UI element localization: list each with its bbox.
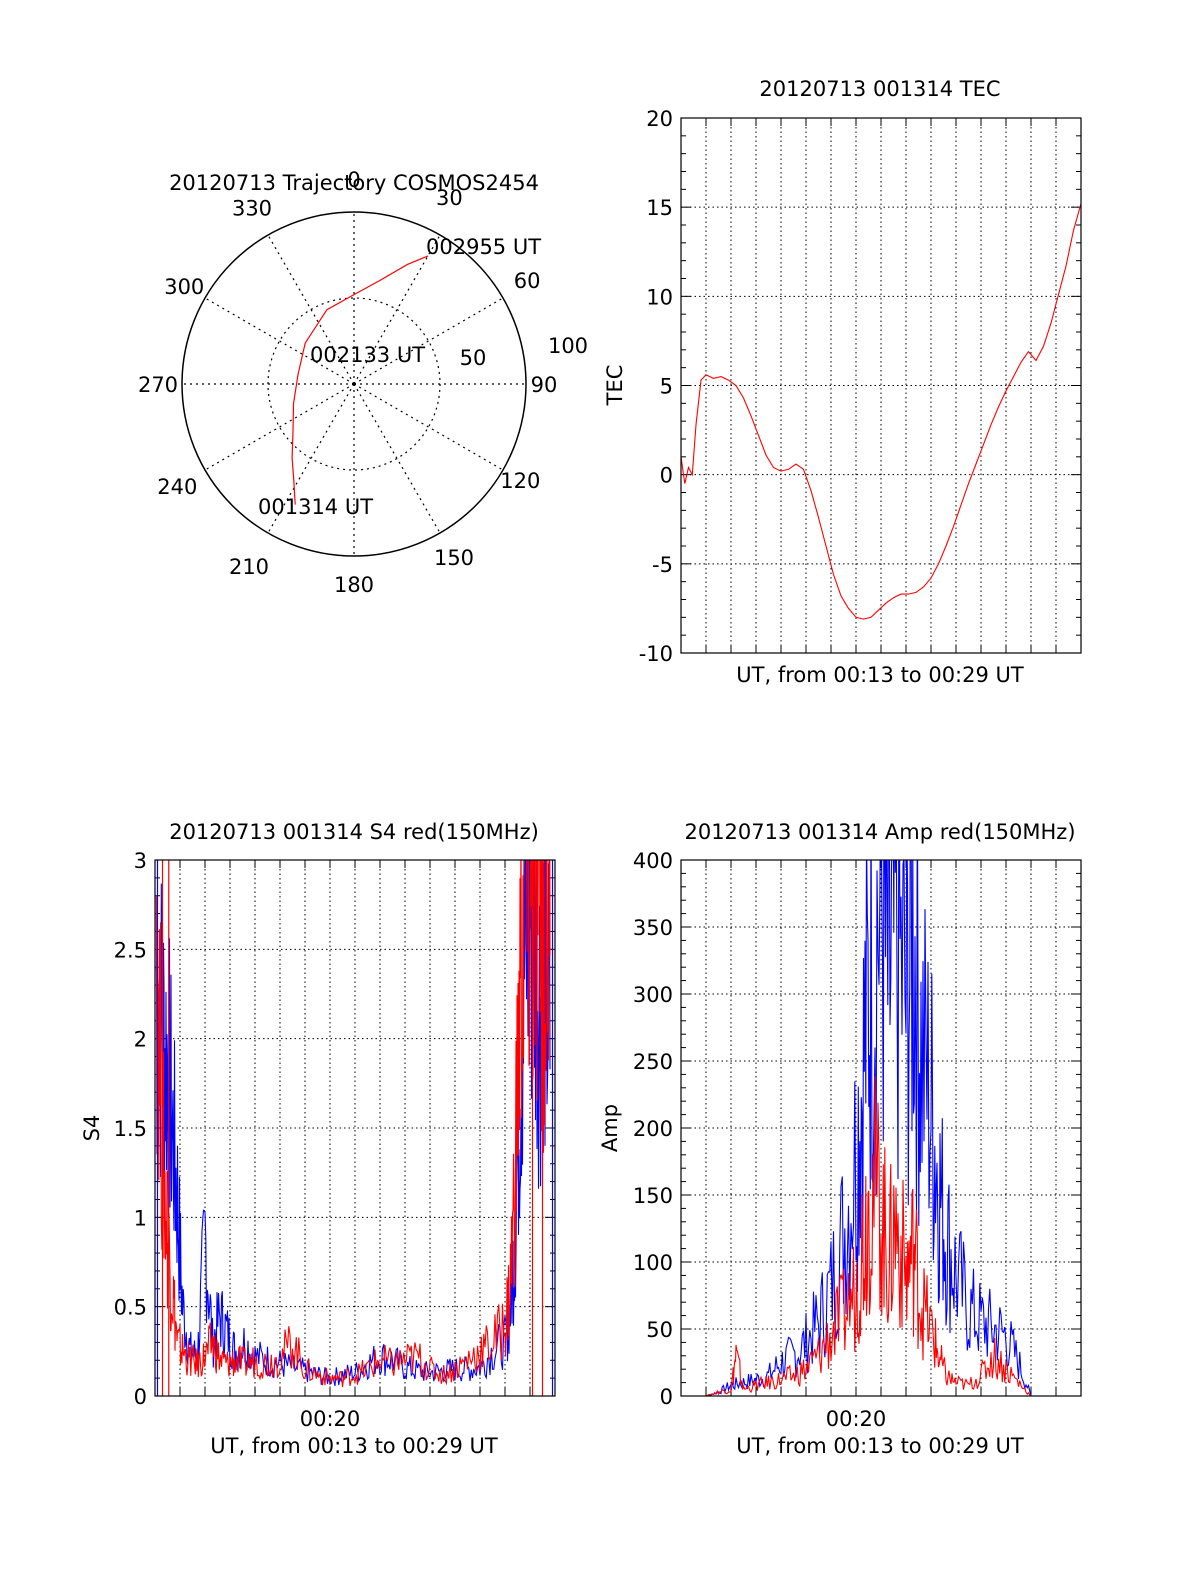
polar-angle-label: 330	[232, 196, 272, 220]
tec-ylabel: TEC	[603, 365, 627, 407]
polar-spoke	[204, 383, 355, 471]
amp-ytick-label: 300	[633, 983, 673, 1007]
polar-radius-label: 50	[460, 346, 487, 370]
amp-ytick-label: 50	[646, 1318, 673, 1342]
s4-ytick-label: 1	[134, 1206, 147, 1230]
polar-angle-label: 300	[164, 275, 204, 299]
polar-title: 20120713 Trajectory COSMOS2454	[169, 171, 539, 195]
polar-spoke	[353, 383, 441, 534]
amp-panel: 20120713 001314 Amp red(150MHz) UT, from…	[598, 820, 1082, 1458]
polar-angle-label: 240	[157, 475, 197, 499]
polar-radius-label: 100	[548, 334, 588, 358]
polar-annotation: 002133 UT	[310, 343, 425, 367]
polar-angle-label: 120	[500, 469, 540, 493]
s4-series-line	[155, 860, 551, 1388]
polar-spoke	[353, 383, 504, 471]
tec-title: 20120713 001314 TEC	[759, 77, 1000, 101]
amp-ytick-label: 250	[633, 1050, 673, 1074]
polar-trajectory-panel: 20120713 Trajectory COSMOS2454 0 30 60 90 12…	[138, 168, 588, 597]
amp-frame	[680, 859, 1082, 1397]
polar-angle-label: 30	[436, 186, 463, 210]
amp-ylabel: Amp	[598, 1104, 622, 1152]
amp-ytick-label: 400	[633, 849, 673, 873]
polar-spoke	[267, 383, 355, 534]
amp-series-line	[681, 1076, 1081, 1396]
s4-xlabel: UT, from 00:13 to 00:29 UT	[210, 1434, 498, 1458]
polar-trajectory-line	[291, 255, 429, 505]
polar-annotation: 001314 UT	[258, 495, 373, 519]
polar-angle-label: 150	[434, 546, 474, 570]
amp-ytick-label: 100	[633, 1251, 673, 1275]
s4-ytick-label: 3	[134, 849, 147, 873]
s4-ytick-label: 2.5	[114, 938, 147, 962]
tec-ytick-label: 5	[660, 375, 673, 399]
s4-ytick-label: 1.5	[114, 1117, 147, 1141]
polar-angle-label: 270	[138, 373, 178, 397]
amp-title: 20120713 001314 Amp red(150MHz)	[684, 820, 1075, 844]
s4-ytick-label: 0	[134, 1385, 147, 1409]
polar-spoke	[267, 234, 355, 385]
amp-xtick-label: 00:20	[826, 1407, 887, 1431]
amp-ytick-label: 350	[633, 916, 673, 940]
amp-ytick-label: 150	[633, 1184, 673, 1208]
polar-spoke	[204, 297, 355, 385]
s4-ytick-label: 2	[134, 1028, 147, 1052]
polar-spoke	[353, 297, 504, 385]
polar-angle-label: 210	[229, 555, 269, 579]
polar-annotation: 002955 UT	[426, 235, 541, 259]
tec-frame	[680, 117, 1082, 654]
tec-ytick-label: 20	[646, 107, 673, 131]
tec-xlabel: UT, from 00:13 to 00:29 UT	[736, 663, 1024, 687]
s4-panel: 20120713 001314 S4 red(150MHz) UT, from …	[80, 820, 556, 1458]
polar-outer-circle	[181, 211, 527, 557]
tec-ytick-label: 15	[646, 196, 673, 220]
tec-ytick-label: -5	[652, 553, 673, 577]
tec-ytick-label: 0	[660, 464, 673, 488]
s4-ytick-label: 0.5	[114, 1296, 147, 1320]
s4-frame	[154, 859, 556, 1397]
tec-ytick-label: -10	[639, 642, 673, 666]
polar-angle-label: 90	[531, 373, 558, 397]
amp-ytick-label: 200	[633, 1117, 673, 1141]
s4-ylabel: S4	[80, 1115, 104, 1142]
tec-panel: 20120713 001314 TEC UT, from 00:13 to 00…	[603, 77, 1082, 687]
polar-angle-label: 180	[334, 573, 374, 597]
s4-title: 20120713 001314 S4 red(150MHz)	[169, 820, 539, 844]
tec-ytick-label: 10	[646, 285, 673, 309]
polar-spoke	[353, 234, 441, 385]
amp-xlabel: UT, from 00:13 to 00:29 UT	[736, 1434, 1024, 1458]
s4-xtick-label: 00:20	[300, 1407, 361, 1431]
amp-ytick-label: 0	[660, 1385, 673, 1409]
polar-angle-label: 0	[347, 168, 360, 192]
tec-series-line	[681, 203, 1081, 620]
polar-angle-label: 60	[514, 269, 541, 293]
